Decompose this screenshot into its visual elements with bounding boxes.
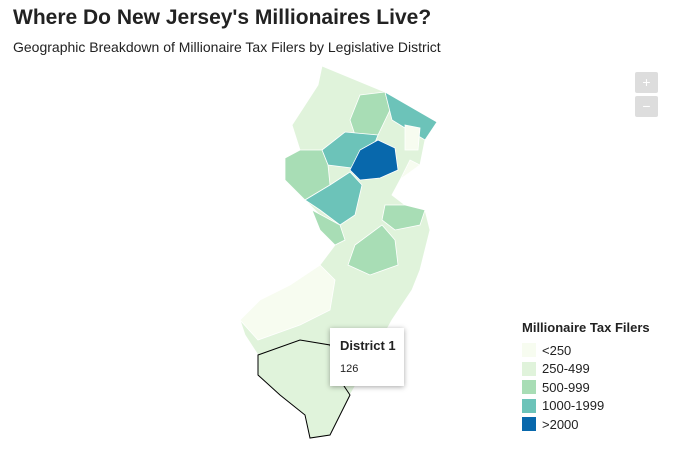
legend-swatch xyxy=(522,417,536,432)
district[interactable] xyxy=(391,159,421,196)
tooltip: District 1 126 xyxy=(330,328,404,386)
legend-swatch xyxy=(522,343,536,358)
title: Where Do New Jersey's Millionaires Live? xyxy=(13,6,432,29)
tooltip-title: District 1 xyxy=(340,338,396,353)
district[interactable] xyxy=(404,124,421,151)
legend-label: 1000-1999 xyxy=(542,398,605,414)
district[interactable] xyxy=(304,171,363,226)
legend-swatch xyxy=(522,380,536,395)
legend-item: 250-499 xyxy=(522,360,650,379)
legend-label: 500-999 xyxy=(542,379,590,395)
tooltip-value: 126 xyxy=(340,363,359,375)
district[interactable] xyxy=(349,139,399,181)
subtitle: Geographic Breakdown of Millionaire Tax … xyxy=(13,39,441,55)
district[interactable] xyxy=(347,224,399,276)
legend-label: <250 xyxy=(542,342,572,358)
legend-title: Millionaire Tax Filers xyxy=(522,320,650,335)
district[interactable] xyxy=(257,339,351,439)
district[interactable] xyxy=(381,204,426,231)
legend-swatch xyxy=(522,361,536,376)
legend-swatch xyxy=(522,398,536,413)
zoom-out-button[interactable]: − xyxy=(635,96,658,117)
legend-item: <250 xyxy=(522,341,650,360)
legend-label: >2000 xyxy=(542,416,579,432)
legend-label: 250-499 xyxy=(542,361,590,377)
zoom-in-button[interactable]: + xyxy=(635,72,658,93)
district[interactable] xyxy=(239,264,336,341)
legend: Millionaire Tax Filers <250 250-499 500-99… xyxy=(522,320,650,434)
district[interactable] xyxy=(284,149,331,201)
legend-item: 1000-1999 xyxy=(522,397,650,416)
legend-item: >2000 xyxy=(522,415,650,434)
district[interactable] xyxy=(311,209,346,246)
legend-item: 500-999 xyxy=(522,378,650,397)
